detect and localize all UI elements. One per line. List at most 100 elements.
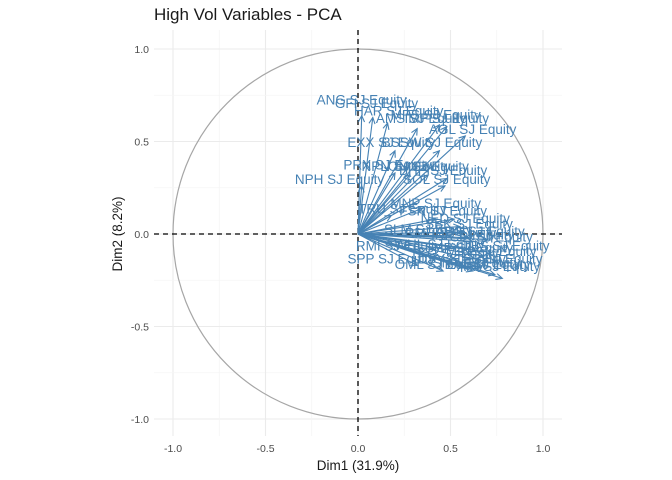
variable-arrow — [357, 116, 376, 235]
arrow-shaft — [357, 135, 466, 235]
variable-label: MRP SJ Equity — [446, 244, 537, 259]
arrow-shaft — [357, 233, 488, 241]
arrow-shaft — [357, 126, 448, 235]
arrow-head — [476, 251, 486, 259]
y-tick-label: -0.5 — [131, 322, 149, 334]
arrow-head — [455, 228, 463, 236]
y-axis-title: Dim2 (8.2%) — [110, 196, 125, 271]
variable-arrow — [357, 173, 411, 235]
arrow-head — [447, 216, 456, 224]
arrow-shaft — [357, 174, 411, 235]
arrow-head — [388, 171, 396, 180]
variable-label: AMS SJ Equity — [376, 111, 466, 126]
arrow-head — [480, 257, 489, 264]
arrow-head — [357, 114, 366, 123]
x-tick-label: 0.5 — [443, 443, 458, 455]
arrow-head — [473, 262, 482, 270]
x-tick-label: 1.0 — [536, 443, 551, 455]
variable-arrow — [357, 233, 489, 243]
variable-arrow — [357, 233, 482, 270]
variable-arrow — [357, 127, 418, 235]
variable-label: ARI SJ Equity — [457, 259, 541, 274]
variable-arrow — [357, 149, 441, 235]
arrow-shaft — [357, 215, 392, 235]
variable-arrow — [357, 173, 430, 235]
variable-label: WHL SJ Equity — [394, 237, 485, 252]
variable-arrow — [357, 233, 489, 264]
variable-label: FSR SJ Equity — [399, 204, 487, 219]
arrow-head — [389, 149, 396, 158]
variable-label: MNP SJ Equity — [390, 196, 481, 211]
variable-arrow — [357, 233, 493, 256]
y-tick-label: 1.0 — [134, 44, 149, 56]
arrow-shaft — [357, 115, 363, 235]
arrow-head — [410, 259, 419, 267]
y-tick-label: 0.0 — [134, 229, 149, 241]
variable-label: BAT SJ Equity — [445, 257, 531, 272]
variable-arrow — [357, 177, 448, 235]
x-tick-label: -1.0 — [164, 443, 182, 455]
variable-label: EXX SJ Equity — [347, 135, 435, 150]
variable-label: TRU SJ Equity — [358, 202, 447, 217]
arrow-head — [428, 216, 437, 224]
arrow-head — [368, 116, 376, 125]
variable-arrow — [357, 121, 390, 235]
variable-label: SOL SJ Equity — [403, 172, 491, 187]
x-tick-label: -0.5 — [256, 443, 274, 455]
variable-label: PRX SJ Equity — [343, 157, 432, 172]
arrow-shaft — [357, 174, 429, 235]
arrow-head — [440, 125, 448, 134]
variable-label: ANG SJ Equity — [317, 93, 407, 108]
arrow-head — [421, 173, 430, 182]
arrow-shaft — [357, 124, 440, 235]
variable-label: TBS SJ Equity — [462, 239, 549, 254]
arrow-head — [403, 173, 411, 182]
chart-title: High Vol Variables - PCA — [154, 5, 342, 24]
variable-label: ABG SJ Equity — [435, 224, 525, 239]
variable-arrow — [357, 123, 441, 235]
arrow-shaft — [357, 185, 363, 235]
variable-label: INP SJ Equity — [431, 228, 514, 243]
arrow-head — [432, 149, 441, 158]
arrow-head — [382, 121, 390, 130]
x-tick-labels: -1.0 -0.5 0.0 0.5 1.0 — [164, 443, 550, 455]
variable-arrow — [357, 233, 504, 281]
arrow-head — [436, 265, 445, 272]
y-tick-label: -1.0 — [131, 414, 149, 426]
variable-label: BHP SJ Equity — [399, 163, 488, 178]
variable-label: SNT SJ Equity — [433, 255, 521, 270]
variable-label: BSSW SJ Equity — [382, 135, 483, 150]
variable-label: DSY SJ Equity — [417, 252, 506, 267]
variable-label: SLM SJ Equity — [384, 222, 473, 237]
arrow-head — [462, 233, 471, 242]
arrow-shaft — [357, 231, 462, 235]
x-axis-title: Dim1 (31.9%) — [317, 458, 400, 473]
variable-arrow — [357, 233, 445, 272]
arrow-shaft — [357, 233, 418, 266]
variable-arrow — [357, 214, 393, 235]
arrow-shaft — [357, 172, 396, 235]
variable-label: RMH SJ Equity — [405, 226, 497, 241]
variable-arrow — [357, 216, 456, 235]
x-tick-label: 0.0 — [351, 443, 366, 455]
arrow-shaft — [357, 117, 374, 235]
arrow-head — [384, 214, 393, 222]
variable-arrow — [357, 171, 396, 235]
variable-label: NPN SJ Equity — [361, 159, 451, 174]
y-tick-label: 0.5 — [134, 137, 149, 149]
variable-arrow — [357, 207, 424, 235]
arrow-shaft — [357, 178, 448, 235]
variable-arrow — [357, 233, 486, 259]
arrow-head — [357, 184, 365, 193]
arrow-head — [432, 123, 441, 132]
variable-arrow — [357, 228, 463, 236]
arrow-head — [484, 248, 493, 256]
arrow-head — [480, 235, 489, 243]
y-tick-labels: -1.0 -0.5 0.0 0.5 1.0 — [131, 44, 149, 426]
variable-arrow — [357, 233, 419, 267]
arrow-shaft — [357, 233, 488, 263]
variable-label: IMP SJ Equity — [405, 111, 490, 126]
